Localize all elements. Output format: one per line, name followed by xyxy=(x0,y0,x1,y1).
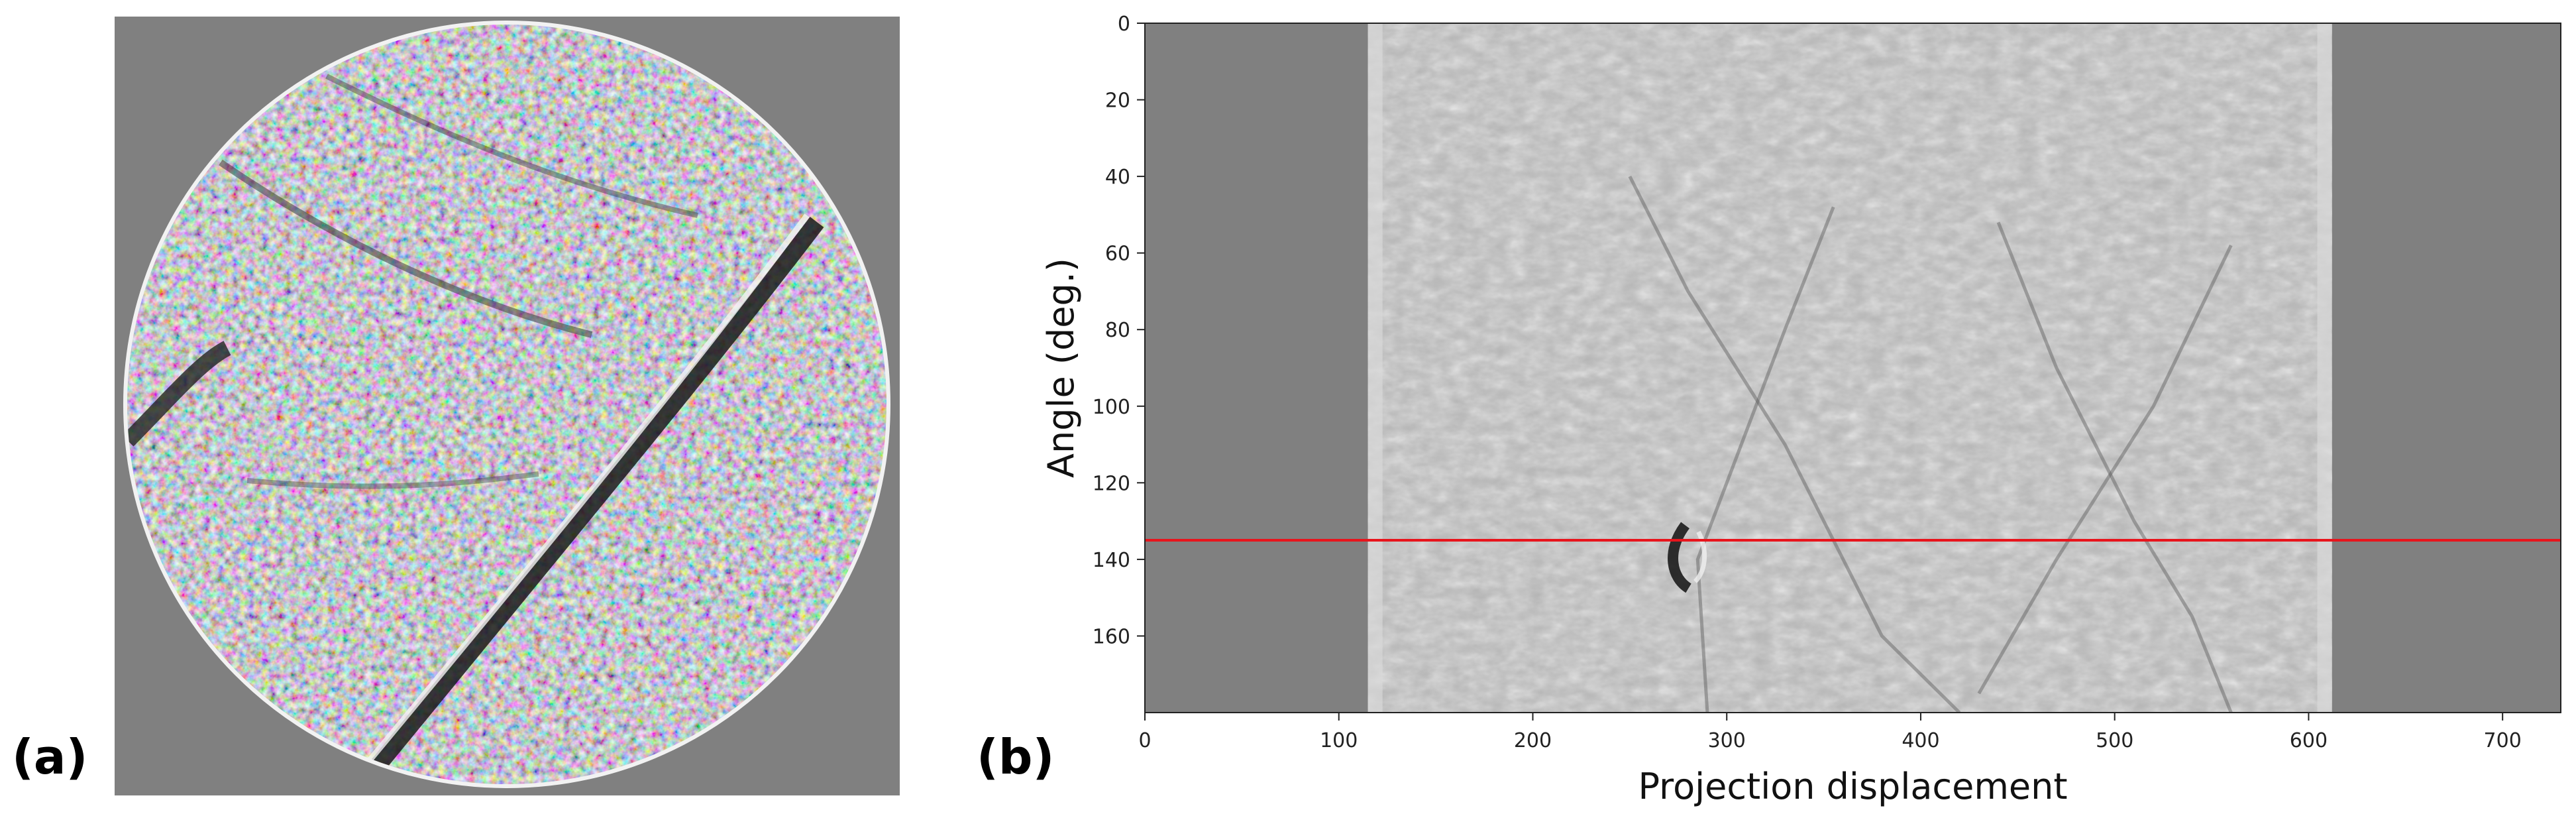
crack-signature-highlight xyxy=(1693,530,1707,583)
crack-signature xyxy=(1668,522,1692,593)
x-tick-label: 400 xyxy=(1902,729,1939,752)
sinogram-chart: 0 100 200 300 400 500 600 700 0 20 40 60 80 100 120 140… xyxy=(1040,13,2561,807)
x-tick-label: 100 xyxy=(1320,729,1358,752)
band-edge-right xyxy=(2317,23,2332,713)
y-tick-label: 80 xyxy=(1105,319,1130,342)
y-tick-label: 40 xyxy=(1105,166,1130,189)
y-tick-label: 120 xyxy=(1093,472,1130,495)
x-axis-label: Projection displacement xyxy=(1638,766,2067,807)
y-tick-label: 0 xyxy=(1118,13,1130,36)
y-axis-label: Angle (deg.) xyxy=(1040,258,1082,478)
sinogram-trace xyxy=(1977,245,2233,695)
x-tick-label: 600 xyxy=(2290,729,2328,752)
y-tick-label: 100 xyxy=(1093,396,1130,419)
x-tick-label: 200 xyxy=(1514,729,1552,752)
crack-upper xyxy=(219,159,593,338)
sinogram-trace xyxy=(1996,221,2233,713)
reconstruction-image xyxy=(115,17,900,795)
y-tick-label: 140 xyxy=(1093,549,1130,572)
y-tick-label: 20 xyxy=(1105,89,1130,113)
panel-label-b: (b) xyxy=(977,729,1055,785)
x-tick-label: 300 xyxy=(1708,729,1746,752)
x-tick-label: 700 xyxy=(2484,729,2522,752)
sample-disc xyxy=(124,21,890,787)
panel-label-a: (a) xyxy=(12,729,88,785)
disc-rim xyxy=(123,21,890,788)
x-tick-label: 500 xyxy=(2096,729,2133,752)
crack-left xyxy=(124,341,231,447)
y-tick-label: 160 xyxy=(1093,625,1130,648)
plot-frame xyxy=(1144,23,2561,713)
sinogram-trace xyxy=(1628,175,1961,713)
sinogram-texture xyxy=(1368,23,2332,713)
band-edge-left xyxy=(1368,23,1383,713)
plot-area xyxy=(1145,23,2561,713)
y-tick-label: 60 xyxy=(1105,243,1130,266)
x-tick-label: 0 xyxy=(1138,729,1151,752)
crack-main xyxy=(346,217,824,787)
axes: 0 100 200 300 400 500 600 700 0 20 40 60 80 100 120 140… xyxy=(1093,13,2561,752)
sinogram-trace xyxy=(1695,206,1835,713)
